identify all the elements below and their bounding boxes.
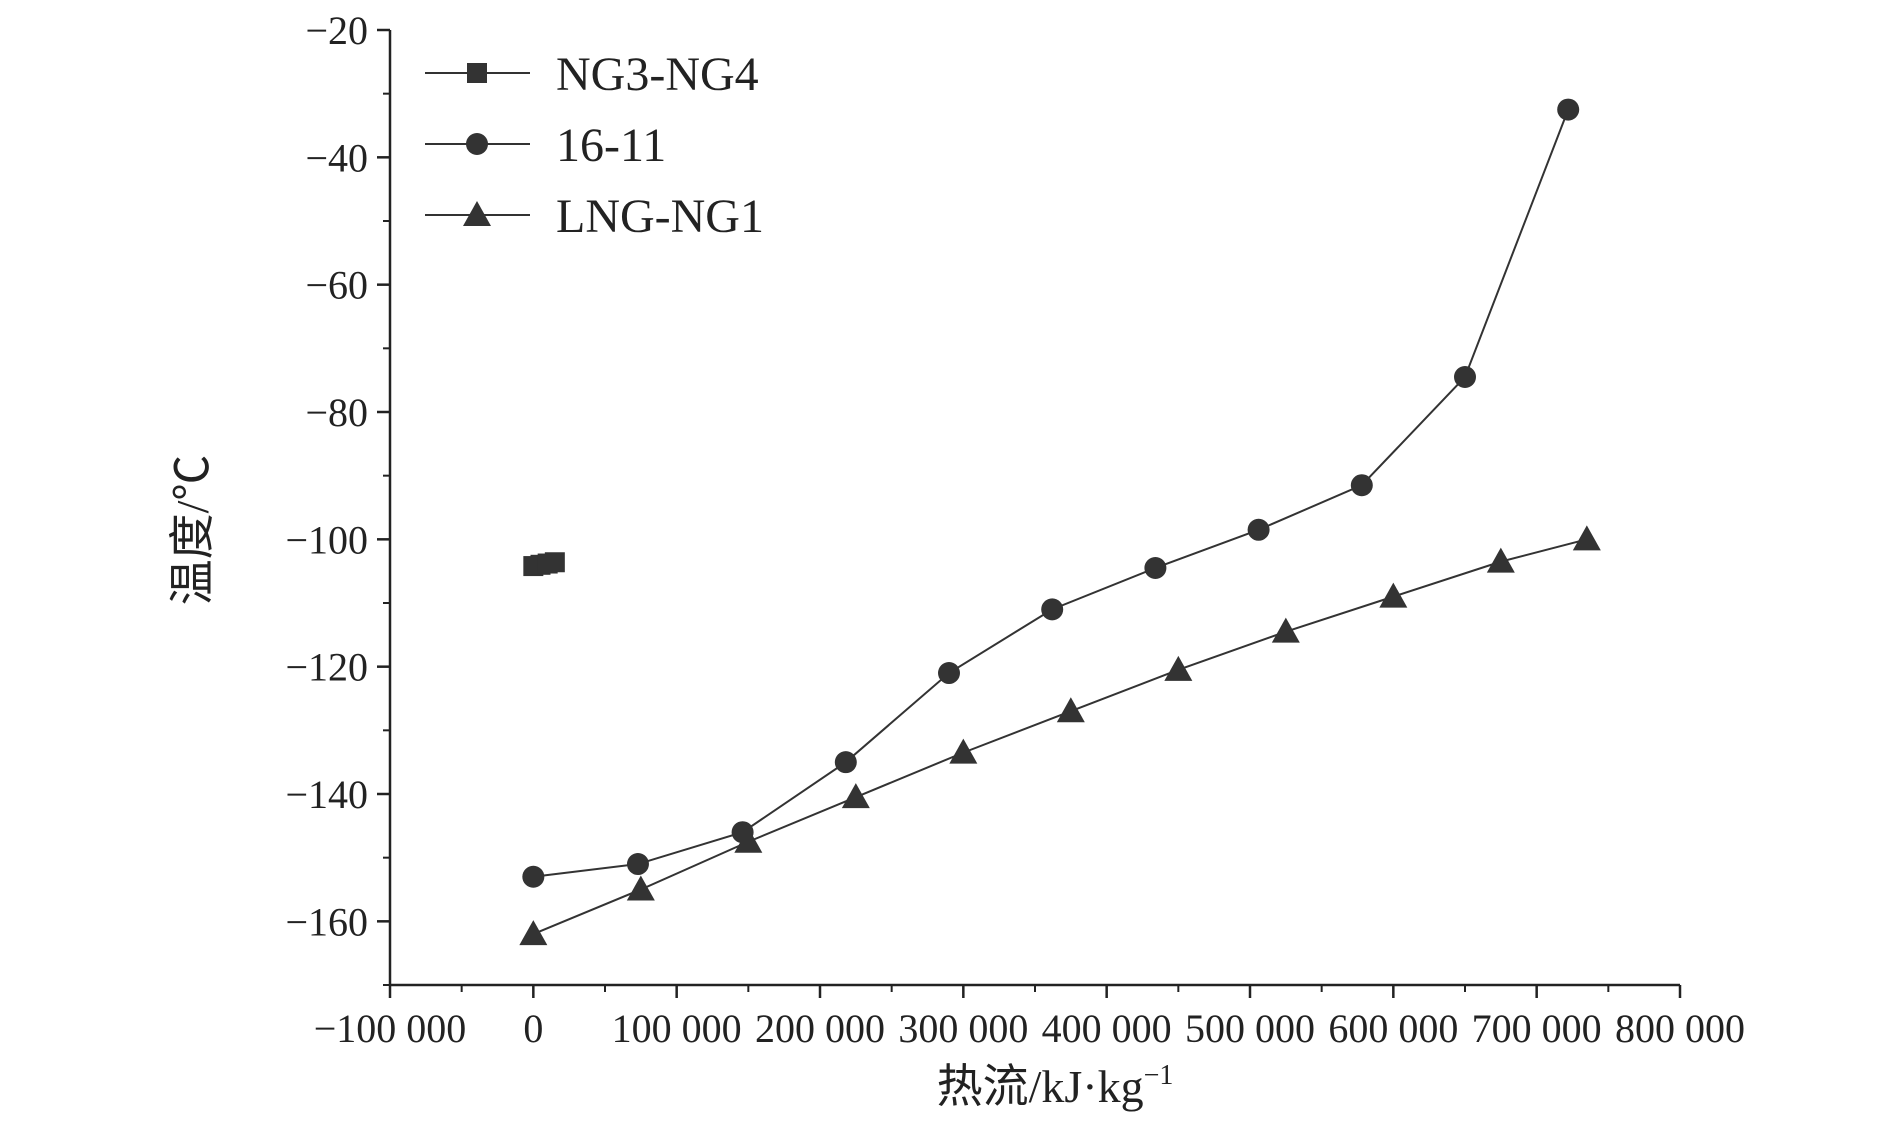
series-lng-ng1 <box>519 525 1601 946</box>
data-point-triangle <box>1271 617 1300 643</box>
data-point-circle <box>1144 556 1167 579</box>
data-point-circle <box>1557 98 1580 121</box>
data-point-circle <box>626 853 649 876</box>
data-point-circle <box>1247 518 1270 541</box>
x-tick-label: −100 000 <box>314 1006 467 1051</box>
x-tick-label: 300 000 <box>898 1006 1028 1051</box>
legend-marker <box>466 133 488 155</box>
y-tick-label: −160 <box>285 899 368 944</box>
x-ticks: −100 000 0 100 000 200 000 300 000 400 000 500… <box>314 985 1745 1051</box>
y-axis-title: 温度/℃ <box>167 455 218 606</box>
legend-marker <box>463 201 491 226</box>
y-tick-label: −40 <box>305 135 368 180</box>
data-point-triangle <box>1572 525 1601 551</box>
x-tick-label: 500 000 <box>1185 1006 1315 1051</box>
y-tick-label: −120 <box>285 645 368 690</box>
series-layer <box>519 98 1601 946</box>
x-axis-title-superscript: −1 <box>1144 1060 1174 1091</box>
legend-marker <box>467 63 487 83</box>
data-point-triangle <box>1056 697 1085 723</box>
data-point-triangle <box>519 920 548 946</box>
legend: NG3-NG4 16-11 LNG-NG1 <box>425 48 764 243</box>
x-tick-label: 400 000 <box>1042 1006 1172 1051</box>
legend-label: 16-11 <box>556 119 666 172</box>
x-tick-label: 100 000 <box>612 1006 742 1051</box>
data-point-triangle <box>734 827 763 853</box>
data-point-circle <box>834 751 857 774</box>
y-ticks: −20 −40 −60 −80 −100 −120 −140 −160 <box>285 8 390 986</box>
data-point-circle <box>1041 598 1064 621</box>
data-point-circle <box>938 662 960 685</box>
data-point-triangle <box>841 783 870 809</box>
legend-item: NG3-NG4 <box>425 48 759 101</box>
y-tick-label: −140 <box>285 772 368 817</box>
x-tick-label: 0 <box>523 1006 543 1051</box>
y-tick-label: −60 <box>305 263 368 308</box>
x-tick-label: 700 000 <box>1472 1006 1602 1051</box>
axes <box>388 30 1680 987</box>
y-tick-label: −20 <box>305 8 368 53</box>
x-tick-label: 600 000 <box>1328 1006 1458 1051</box>
data-point-triangle <box>949 738 978 764</box>
x-tick-label: 800 000 <box>1615 1006 1745 1051</box>
series-line <box>532 538 1588 935</box>
x-tick-label: 200 000 <box>755 1006 885 1051</box>
legend-label: LNG-NG1 <box>556 190 764 243</box>
y-tick-label: −100 <box>285 517 368 562</box>
legend-item: LNG-NG1 <box>425 190 764 243</box>
legend-label: NG3-NG4 <box>556 48 759 101</box>
x-axis-title: 热流/kJ·kg−1 <box>937 1060 1174 1112</box>
data-point-circle <box>1454 365 1476 388</box>
data-point-circle <box>522 865 545 888</box>
data-point-triangle <box>1164 655 1193 681</box>
legend-item: 16-11 <box>425 119 666 172</box>
series-ng3-ng4 <box>523 552 565 577</box>
data-point-circle <box>1350 474 1373 497</box>
y-tick-label: −80 <box>305 390 368 435</box>
x-axis-title-text: 热流/kJ·kg <box>937 1061 1144 1112</box>
data-point-square <box>544 552 565 573</box>
data-point-triangle <box>626 875 655 901</box>
data-point-triangle <box>1486 547 1515 573</box>
data-point-triangle <box>1379 582 1408 608</box>
